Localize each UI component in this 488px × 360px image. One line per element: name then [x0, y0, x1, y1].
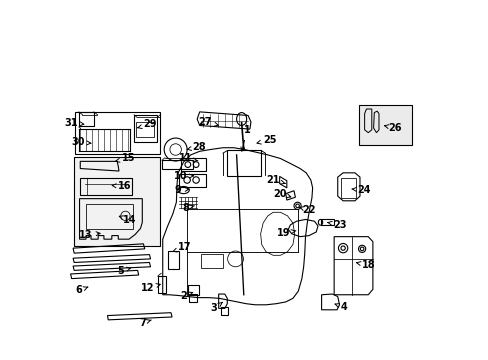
Bar — [187, 285, 198, 295]
Text: 27: 27 — [198, 117, 218, 127]
Text: 29: 29 — [138, 120, 157, 129]
Text: 26: 26 — [384, 123, 401, 133]
Bar — [320, 220, 333, 225]
Text: 20: 20 — [273, 189, 290, 199]
Text: 4: 4 — [334, 302, 346, 312]
Bar — [74, 157, 160, 246]
Text: 16: 16 — [112, 181, 131, 192]
Text: 5: 5 — [117, 266, 130, 276]
Bar — [79, 112, 94, 126]
Text: 2: 2 — [180, 291, 192, 301]
Text: 1: 1 — [241, 125, 250, 151]
Text: 28: 28 — [186, 142, 206, 152]
Text: 31: 31 — [64, 118, 84, 128]
Text: 11: 11 — [179, 153, 198, 163]
Text: 9: 9 — [175, 185, 188, 195]
Bar — [179, 174, 206, 187]
Bar — [358, 105, 411, 145]
Bar — [86, 204, 132, 229]
Text: 3: 3 — [210, 302, 222, 314]
Text: 13: 13 — [79, 230, 100, 239]
Bar — [134, 115, 157, 141]
Text: 12: 12 — [141, 283, 160, 293]
Bar — [158, 276, 165, 293]
Bar — [75, 112, 159, 154]
Bar — [180, 158, 206, 171]
Text: 6: 6 — [76, 285, 88, 296]
Text: 23: 23 — [327, 220, 346, 230]
Text: 17: 17 — [172, 242, 191, 252]
Text: 14: 14 — [119, 215, 136, 225]
Bar — [341, 178, 355, 198]
Text: 19: 19 — [276, 228, 295, 238]
Bar — [162, 160, 192, 169]
Bar — [80, 178, 132, 195]
Text: 10: 10 — [174, 171, 193, 181]
Text: 25: 25 — [257, 135, 276, 145]
Text: 7: 7 — [139, 318, 151, 328]
Text: 22: 22 — [299, 206, 315, 216]
Bar — [136, 122, 154, 137]
Bar — [168, 251, 178, 269]
Text: 8: 8 — [182, 203, 194, 213]
Bar — [227, 149, 261, 176]
Bar — [221, 307, 228, 315]
Bar — [201, 253, 223, 268]
Text: 24: 24 — [351, 185, 370, 195]
Text: 18: 18 — [356, 260, 375, 270]
Text: 15: 15 — [116, 153, 135, 163]
Text: 30: 30 — [71, 138, 91, 147]
Text: 21: 21 — [265, 175, 285, 185]
Bar — [189, 294, 197, 302]
